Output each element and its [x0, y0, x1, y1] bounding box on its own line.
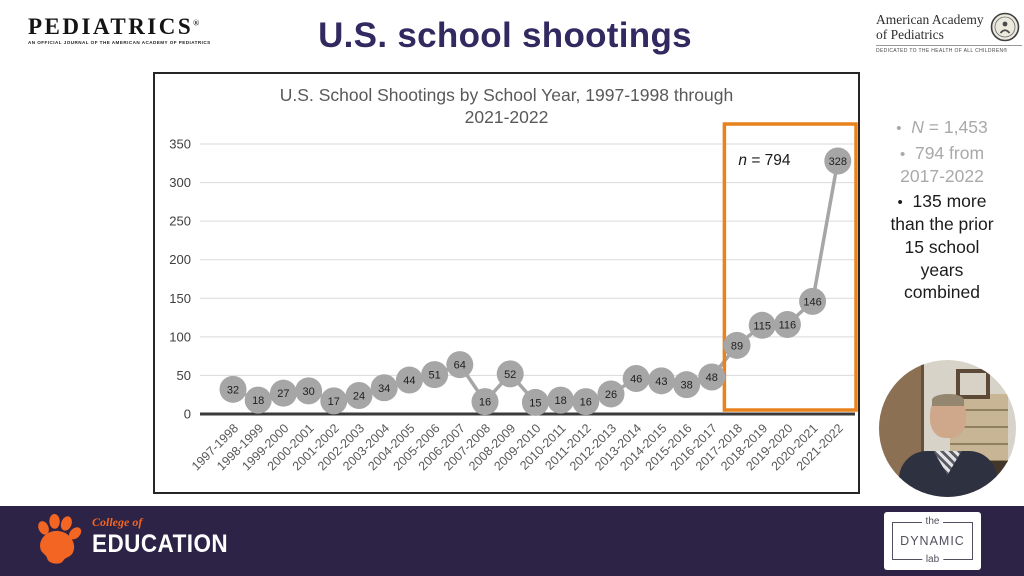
data-point-marker — [496, 360, 524, 388]
y-axis-tick-label: 250 — [169, 214, 191, 229]
data-point-marker — [345, 381, 373, 409]
data-point-marker — [773, 311, 801, 339]
y-axis-tick-label: 50 — [177, 368, 191, 383]
data-point-marker — [622, 365, 650, 393]
data-point-marker — [824, 147, 852, 175]
data-point-marker — [269, 379, 297, 407]
aap-seal-icon — [990, 12, 1019, 42]
college-of-label: College of — [92, 515, 143, 529]
data-point-value: 18 — [252, 395, 264, 407]
chart-title: U.S. School Shootings by School Year, 19… — [155, 85, 858, 129]
data-point-marker — [547, 386, 575, 414]
aap-name-line2: of Pediatrics — [876, 27, 944, 43]
pediatrics-journal-logo: PEDIATRICS® AN OFFICIAL JOURNAL OF THE A… — [28, 15, 211, 45]
aap-logo: American Academy of Pediatrics DEDICATED… — [876, 12, 1022, 54]
bullet-item: • 135 more than the prior 15 school years co… — [890, 191, 994, 303]
pediatrics-logo-title: PEDIATRICS® — [28, 14, 200, 39]
data-point-value: 15 — [529, 397, 541, 409]
y-axis-tick-label: 100 — [169, 329, 191, 344]
data-point-value: 64 — [454, 360, 466, 372]
annotation-label: n = 794 — [738, 152, 791, 169]
chart-panel: U.S. School Shootings by School Year, 19… — [153, 72, 860, 494]
data-point-value: 52 — [504, 369, 516, 381]
y-axis-tick-label: 0 — [184, 407, 191, 422]
data-point-marker — [295, 377, 323, 405]
bullet-item: • 794 from 2017-2022 — [899, 142, 985, 186]
footer-bar: College of EDUCATION the DYNAMIC lab — [0, 506, 1024, 576]
data-point-value: 89 — [731, 340, 743, 352]
data-point-marker — [597, 380, 625, 408]
data-point-value: 24 — [353, 390, 365, 402]
education-label: EDUCATION — [92, 530, 229, 558]
data-point-value: 17 — [328, 396, 340, 408]
data-point-value: 38 — [680, 380, 692, 392]
bullet-dot: • — [897, 194, 903, 212]
data-point-marker — [698, 363, 726, 391]
data-point-value: 34 — [378, 383, 390, 395]
bullet-item: • N = 1,453 — [896, 117, 988, 137]
y-axis-tick-label: 300 — [169, 175, 191, 190]
data-point-value: 26 — [605, 389, 617, 401]
data-point-marker — [320, 387, 348, 415]
aap-logo-tagline: DEDICATED TO THE HEALTH OF ALL CHILDREN® — [876, 45, 1022, 54]
data-point-marker — [370, 374, 398, 402]
data-point-value: 44 — [403, 375, 415, 387]
presenter-head — [929, 394, 966, 438]
dynamic-lab-logo: the DYNAMIC lab — [884, 512, 981, 570]
data-point-value: 16 — [479, 397, 491, 409]
shootings-line-chart: 0501001502002503003501997-19981998-19991… — [169, 122, 858, 473]
data-point-marker — [521, 388, 549, 416]
chart-title-line1: U.S. School Shootings by School Year, 19… — [279, 85, 734, 105]
data-point-value: 43 — [655, 376, 667, 388]
dynamic-lab-lab: lab — [921, 555, 944, 565]
dynamic-lab-name: DYNAMIC — [900, 534, 965, 548]
college-of-education-logo: College of EDUCATION — [92, 515, 243, 559]
data-point-marker — [421, 361, 449, 389]
y-axis-tick-label: 350 — [169, 137, 191, 152]
data-point-value: 116 — [779, 320, 797, 332]
webcam-background-picture-frame — [956, 369, 990, 399]
chart-title-line2: 2021-2022 — [464, 106, 549, 127]
data-point-marker — [723, 331, 751, 359]
data-point-value: 51 — [428, 370, 440, 382]
data-point-marker — [748, 311, 776, 339]
data-point-marker — [799, 287, 827, 315]
data-point-value: 16 — [580, 397, 592, 409]
data-point-marker — [647, 367, 675, 395]
bullet-dot: • — [896, 120, 902, 137]
data-point-value: 32 — [227, 384, 239, 396]
data-point-value: 18 — [554, 395, 566, 407]
bullet-dot: • — [899, 145, 906, 163]
data-point-marker — [244, 386, 272, 414]
y-axis-tick-label: 200 — [169, 252, 191, 267]
data-series-line — [232, 160, 840, 405]
data-point-marker — [446, 351, 474, 379]
data-point-value: 46 — [630, 374, 642, 386]
dynamic-lab-the: the — [921, 517, 944, 527]
data-point-value: 115 — [753, 320, 771, 332]
data-point-marker — [673, 371, 701, 399]
presenter-webcam-video — [879, 360, 1016, 497]
data-point-marker — [219, 375, 247, 403]
data-point-value: 146 — [803, 296, 821, 308]
aap-name-line1: American Academy — [876, 12, 984, 27]
data-point-marker — [395, 366, 423, 394]
data-point-value: 27 — [277, 388, 289, 400]
data-point-marker — [572, 388, 600, 416]
highlight-box — [722, 122, 858, 412]
aap-logo-name: American Academy of Pediatrics — [876, 12, 984, 42]
pediatrics-logo-tagline: AN OFFICIAL JOURNAL OF THE AMERICAN ACAD… — [28, 40, 211, 45]
key-stats-bullet-list: • N = 1,453 • 794 from 2017-2022 • 135 more… — [863, 116, 1021, 307]
data-point-value: 30 — [302, 386, 314, 398]
slide-title: U.S. school shootings — [318, 16, 692, 55]
data-point-value: 48 — [706, 372, 718, 384]
data-point-value: 328 — [829, 156, 847, 168]
data-point-marker — [471, 388, 499, 416]
y-axis-tick-label: 150 — [169, 291, 191, 306]
clemson-paw-icon — [38, 513, 82, 564]
registered-mark: ® — [193, 18, 200, 28]
